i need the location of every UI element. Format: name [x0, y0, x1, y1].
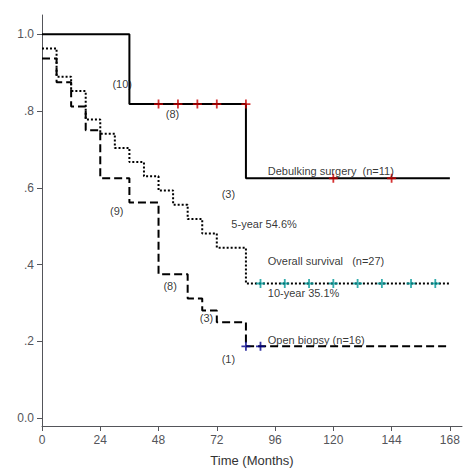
- svg-text:Time (Months): Time (Months): [210, 453, 293, 468]
- svg-text:.2: .2: [24, 334, 34, 348]
- svg-text:(1): (1): [222, 353, 235, 365]
- svg-text:0.0: 0.0: [17, 411, 34, 425]
- svg-text:96: 96: [268, 433, 282, 447]
- svg-text:(8): (8): [163, 280, 176, 292]
- svg-text:10-year 35.1%: 10-year 35.1%: [268, 287, 340, 299]
- svg-text:Overall survival (n=27): Overall survival (n=27): [268, 255, 384, 267]
- svg-text:144: 144: [382, 433, 402, 447]
- svg-text:24: 24: [94, 433, 108, 447]
- svg-text:48: 48: [152, 433, 166, 447]
- svg-text:(9): (9): [110, 205, 123, 217]
- svg-text:0: 0: [39, 433, 46, 447]
- svg-text:72: 72: [210, 433, 224, 447]
- svg-text:(10): (10): [112, 78, 132, 90]
- svg-text:1.0: 1.0: [17, 27, 34, 41]
- svg-text:.8: .8: [24, 104, 34, 118]
- svg-text:120: 120: [323, 433, 343, 447]
- svg-text:Open biopsy (n=16): Open biopsy (n=16): [268, 334, 365, 346]
- svg-text:(3): (3): [200, 312, 213, 324]
- svg-text:(8): (8): [166, 108, 179, 120]
- svg-text:.6: .6: [24, 181, 34, 195]
- svg-text:(3): (3): [222, 188, 235, 200]
- svg-text:Debulking surgery (n=11): Debulking surgery (n=11): [268, 165, 394, 177]
- svg-text:5-year 54.6%: 5-year 54.6%: [231, 218, 297, 230]
- svg-text:.4: .4: [24, 258, 34, 272]
- svg-text:168: 168: [440, 433, 460, 447]
